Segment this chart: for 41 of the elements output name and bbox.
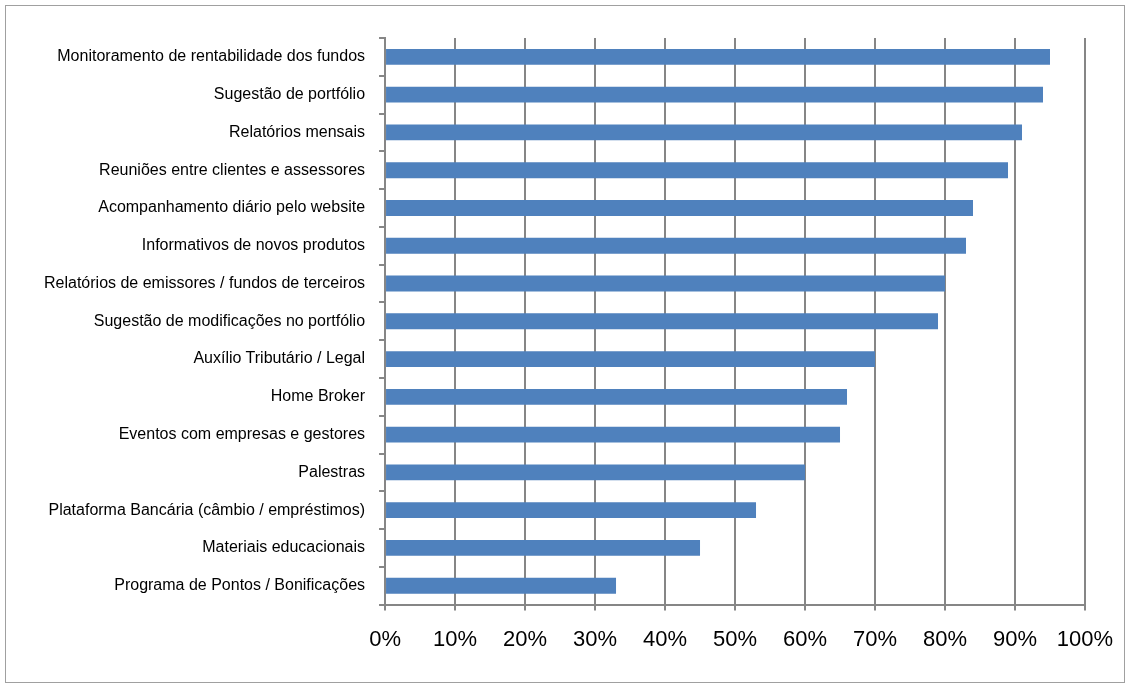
bar bbox=[386, 388, 848, 405]
y-tick-label: Programa de Pontos / Bonificações bbox=[114, 576, 366, 594]
bar bbox=[386, 237, 967, 254]
y-tick-label: Plataforma Bancária (câmbio / empréstimos) bbox=[48, 500, 366, 518]
x-tick-label: 20% bbox=[503, 625, 548, 651]
x-tick-label: 50% bbox=[713, 625, 758, 651]
bar bbox=[386, 502, 757, 519]
y-tick-label: Relatórios mensais bbox=[228, 122, 366, 140]
bar bbox=[386, 48, 1050, 65]
y-tick-label: Palestras bbox=[298, 462, 366, 480]
bar bbox=[386, 124, 1022, 141]
bar bbox=[386, 275, 946, 292]
x-tick-label: 80% bbox=[922, 625, 968, 651]
bar bbox=[386, 313, 939, 330]
x-tick-label: 30% bbox=[573, 625, 618, 651]
y-tick-label: Sugestão de portfólio bbox=[213, 85, 366, 103]
y-tick-label: Relatórios de emissores / fundos de terceiros bbox=[43, 273, 366, 291]
x-tick-label: 70% bbox=[852, 625, 898, 651]
y-tick-label: Acompanhamento diário pelo website bbox=[98, 198, 366, 216]
y-tick-label: Reuniões entre clientes e assessores bbox=[99, 160, 366, 178]
x-tick-label: 40% bbox=[643, 625, 688, 651]
bar bbox=[386, 577, 617, 594]
bar bbox=[386, 200, 974, 216]
bar bbox=[386, 162, 1008, 179]
y-tick-label: Monitoramento de rentabilidade dos fundos bbox=[57, 47, 366, 65]
x-tick-label: 10% bbox=[433, 625, 478, 651]
y-tick-label: Sugestão de modificações no portfólio bbox=[93, 311, 366, 329]
y-tick-label: Auxílio Tributário / Legal bbox=[193, 349, 366, 367]
y-tick-label: Informativos de novos produtos bbox=[141, 236, 366, 254]
x-tick-label: 100% bbox=[1056, 625, 1114, 651]
y-tick-label: Materiais educacionais bbox=[202, 538, 366, 556]
bar bbox=[386, 426, 841, 443]
x-tick-label: 60% bbox=[782, 625, 828, 651]
bar bbox=[386, 540, 701, 556]
x-tick-label: 90% bbox=[992, 625, 1038, 651]
y-tick-label: Home Broker bbox=[270, 387, 366, 405]
bar bbox=[386, 86, 1043, 103]
x-tick-label: 0% bbox=[369, 625, 401, 651]
y-tick-label: Eventos com empresas e gestores bbox=[118, 425, 366, 443]
bar bbox=[386, 464, 806, 481]
bar bbox=[386, 351, 876, 368]
